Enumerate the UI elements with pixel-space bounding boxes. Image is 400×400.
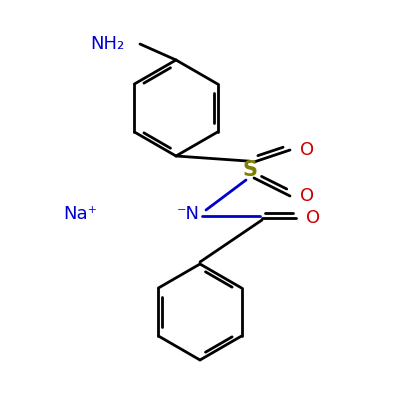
Text: S: S — [242, 160, 258, 180]
Text: NH₂: NH₂ — [90, 35, 124, 53]
Text: Na⁺: Na⁺ — [63, 205, 97, 223]
Text: O: O — [300, 141, 314, 159]
Text: O: O — [300, 187, 314, 205]
Text: O: O — [306, 209, 320, 227]
Text: ⁻N: ⁻N — [177, 205, 200, 223]
